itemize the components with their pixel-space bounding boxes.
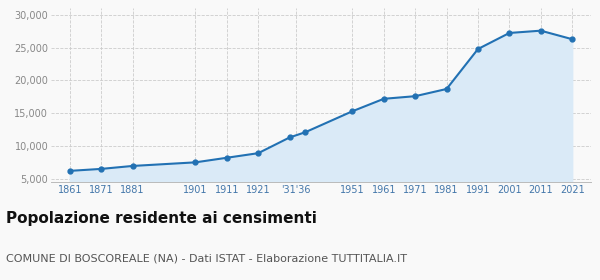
Text: COMUNE DI BOSCOREALE (NA) - Dati ISTAT - Elaborazione TUTTITALIA.IT: COMUNE DI BOSCOREALE (NA) - Dati ISTAT -… [6,253,407,263]
Text: Popolazione residente ai censimenti: Popolazione residente ai censimenti [6,211,317,227]
